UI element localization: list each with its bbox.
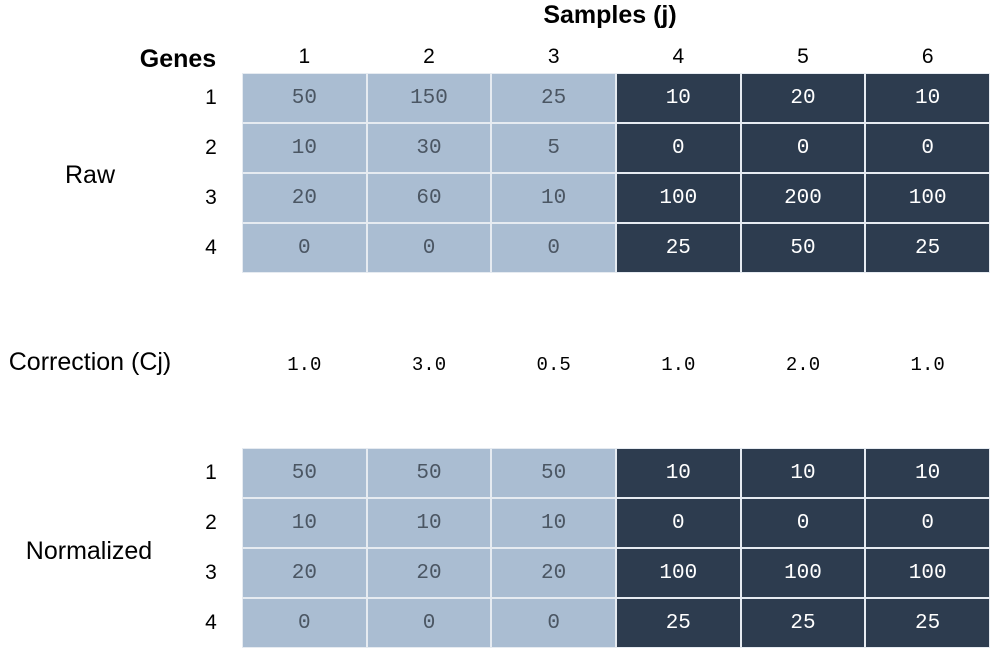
normalized-cell: 0 (866, 499, 989, 547)
raw-gene-row-3: 3 (205, 186, 217, 209)
normalized-cell: 50 (367, 449, 491, 497)
raw-cell: 0 (492, 224, 615, 272)
normalized-cell: 25 (741, 599, 865, 647)
normalized-cell: 10 (616, 449, 740, 497)
normalized-counts-matrix: 50 50 50 10 10 10 10 10 10 0 0 0 20 20 20 100 100 100 0 0 0 2… (242, 448, 990, 648)
normalized-cell: 10 (741, 449, 865, 497)
normalized-cell: 20 (243, 549, 366, 597)
raw-label: Raw (64, 161, 115, 189)
normalized-gene-row-4: 4 (205, 611, 217, 634)
normalized-cell: 0 (367, 599, 491, 647)
raw-cell: 10 (492, 174, 615, 222)
normalized-cell: 10 (866, 449, 989, 497)
raw-cell: 0 (243, 224, 366, 272)
correction-factor-2: 3.0 (411, 354, 447, 376)
raw-cell: 30 (367, 124, 491, 172)
raw-cell: 150 (367, 74, 491, 122)
raw-cell: 100 (616, 174, 740, 222)
raw-cell: 25 (492, 74, 615, 122)
normalized-cell: 25 (616, 599, 740, 647)
raw-cell: 60 (367, 174, 491, 222)
correction-factor-3: 0.5 (536, 354, 571, 376)
normalized-gene-row-3: 3 (205, 561, 217, 584)
raw-counts-matrix: 50 150 25 10 20 10 10 30 5 0 0 0 20 60 10 100 200 100 0 0 0 2… (242, 73, 990, 273)
normalized-cell: 100 (866, 549, 989, 597)
raw-gene-row-4: 4 (205, 236, 217, 259)
normalized-cell: 20 (492, 549, 615, 597)
raw-cell: 50 (243, 74, 366, 122)
sample-column-2: 2 (423, 45, 435, 68)
normalized-cell: 0 (243, 599, 366, 647)
raw-cell: 200 (741, 174, 865, 222)
correction-factor-1: 1.0 (287, 354, 322, 376)
raw-cell: 20 (243, 174, 366, 222)
correction-factor-4: 1.0 (661, 354, 696, 376)
raw-cell: 50 (741, 224, 865, 272)
correction-factor-5: 2.0 (785, 354, 821, 376)
chart-title: Samples (j) (543, 1, 677, 29)
normalized-cell: 100 (741, 549, 865, 597)
normalized-cell: 10 (367, 499, 491, 547)
raw-cell: 0 (367, 224, 491, 272)
raw-cell: 0 (616, 124, 740, 172)
sample-column-5: 5 (797, 45, 809, 68)
correction-factor-6: 1.0 (910, 354, 945, 376)
sample-column-6: 6 (921, 45, 934, 68)
correction-label: Correction (Cj) (8, 348, 172, 376)
raw-cell: 25 (866, 224, 989, 272)
normalized-cell: 50 (243, 449, 366, 497)
normalized-cell: 25 (866, 599, 989, 647)
raw-gene-row-2: 2 (205, 136, 217, 159)
genes-header: Genes (139, 45, 217, 73)
normalized-gene-row-2: 2 (205, 511, 217, 534)
raw-gene-row-1: 1 (205, 86, 217, 109)
sample-column-3: 3 (547, 45, 560, 68)
normalized-cell: 50 (492, 449, 615, 497)
normalized-cell: 10 (492, 499, 615, 547)
raw-cell: 10 (866, 74, 989, 122)
normalized-cell: 0 (741, 499, 865, 547)
raw-cell: 10 (243, 124, 366, 172)
normalized-cell: 20 (367, 549, 491, 597)
raw-cell: 10 (616, 74, 740, 122)
normalized-cell: 0 (616, 499, 740, 547)
normalized-cell: 100 (616, 549, 740, 597)
raw-cell: 100 (866, 174, 989, 222)
sample-column-1: 1 (298, 45, 311, 68)
normalized-gene-row-1: 1 (205, 461, 217, 484)
sample-column-4: 4 (672, 45, 685, 68)
raw-cell: 0 (741, 124, 865, 172)
raw-cell: 25 (616, 224, 740, 272)
raw-cell: 5 (492, 124, 615, 172)
normalized-cell: 0 (492, 599, 615, 647)
normalized-cell: 10 (243, 499, 366, 547)
normalized-label: Normalized (25, 537, 153, 565)
raw-cell: 20 (741, 74, 865, 122)
raw-cell: 0 (866, 124, 989, 172)
